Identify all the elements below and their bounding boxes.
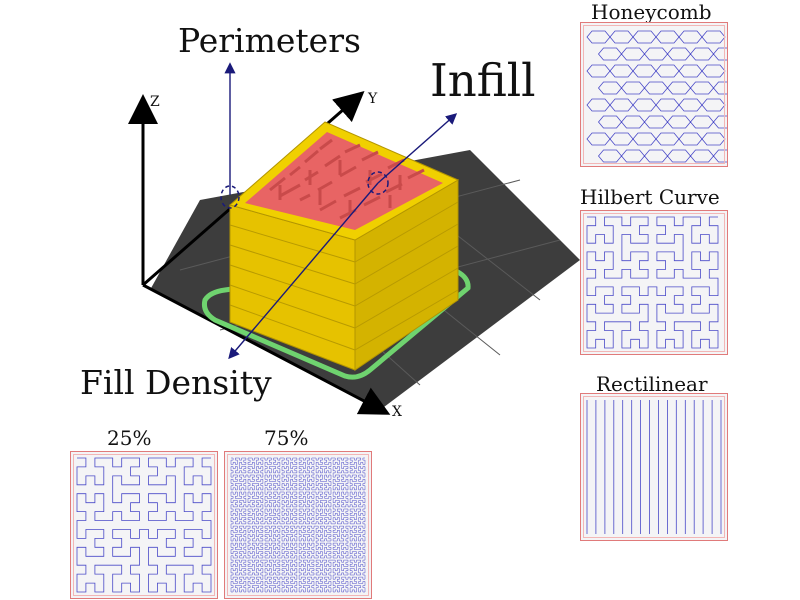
hilbert-curve-pattern-icon: [224, 451, 372, 599]
fill-density-label: Fill Density: [80, 363, 272, 402]
pattern-title: Honeycomb: [591, 0, 712, 24]
hilbert-curve-pattern-icon: [580, 210, 728, 355]
pattern-title: Hilbert Curve: [580, 185, 720, 209]
perimeters-label: Perimeters: [178, 21, 361, 60]
rectilinear-pattern-icon: [580, 393, 728, 541]
axis-x-label: X: [392, 404, 402, 420]
skirt-outline: [202, 259, 471, 380]
fill-density-arrow: [228, 182, 379, 360]
honeycomb-pattern-icon: [580, 22, 738, 167]
perimeter-highlight-circle: [220, 185, 240, 209]
layer-lines: [229, 201, 459, 351]
cube-infill-top: [245, 132, 443, 230]
infill-arrow: [377, 113, 458, 184]
axis-y-label: Y: [368, 91, 378, 107]
density-label: 25%: [107, 426, 152, 450]
hilbert-curve-pattern-icon: [70, 451, 218, 599]
x-axis: [142, 283, 391, 415]
pattern-title: Rectilinear: [596, 372, 708, 396]
infill-ribs: [269, 138, 425, 220]
axis-z-label: Z: [150, 94, 160, 110]
infill-label: Infill: [430, 54, 536, 107]
infill-highlight-circle: [367, 171, 389, 195]
density-label: 75%: [264, 426, 309, 450]
